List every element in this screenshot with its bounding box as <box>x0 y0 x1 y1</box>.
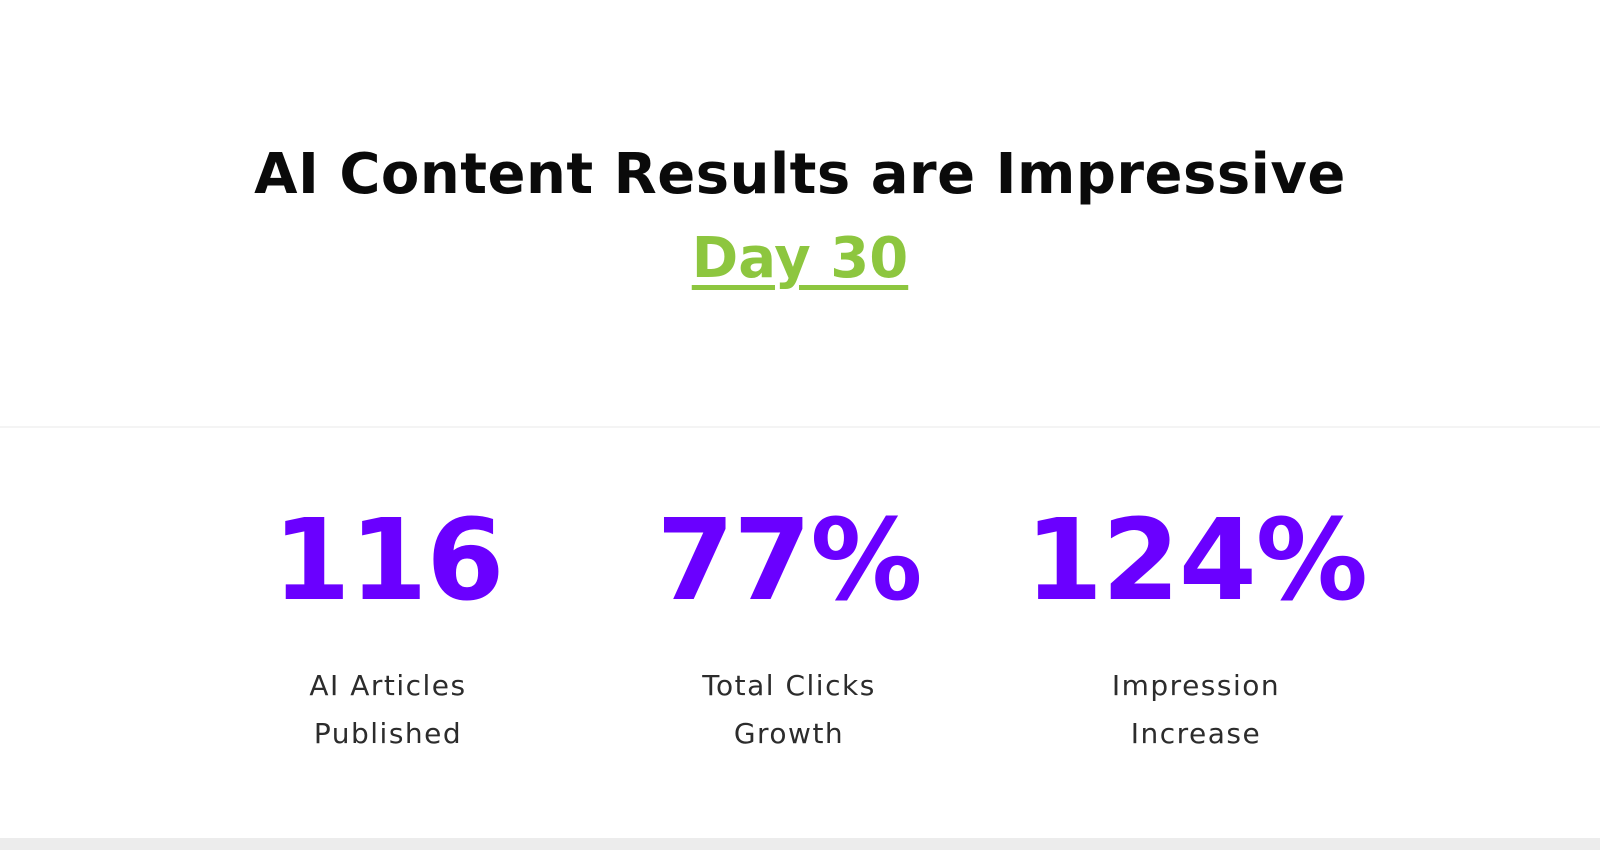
stat: 116 AI Articles Published <box>198 496 578 758</box>
stat-label: AI Articles Published <box>309 669 467 750</box>
stat: 124% Impression Increase <box>1006 496 1386 758</box>
title: AI Content Results are Impressive <box>254 142 1346 207</box>
subtitle: Day 30 <box>691 226 909 291</box>
stat-value: 77% <box>656 496 922 626</box>
stat: 77% Total Clicks Growth <box>599 496 979 758</box>
footer-strip <box>0 838 1600 850</box>
divider <box>0 426 1600 428</box>
stat-label: Total Clicks Growth <box>702 669 876 750</box>
stat-value: 124% <box>1024 496 1368 626</box>
hero-section <box>0 0 1600 426</box>
stat-label: Impression Increase <box>1111 669 1281 750</box>
stat-value: 116 <box>272 496 505 626</box>
subtitle-wrap: Day 30 <box>0 226 1600 291</box>
